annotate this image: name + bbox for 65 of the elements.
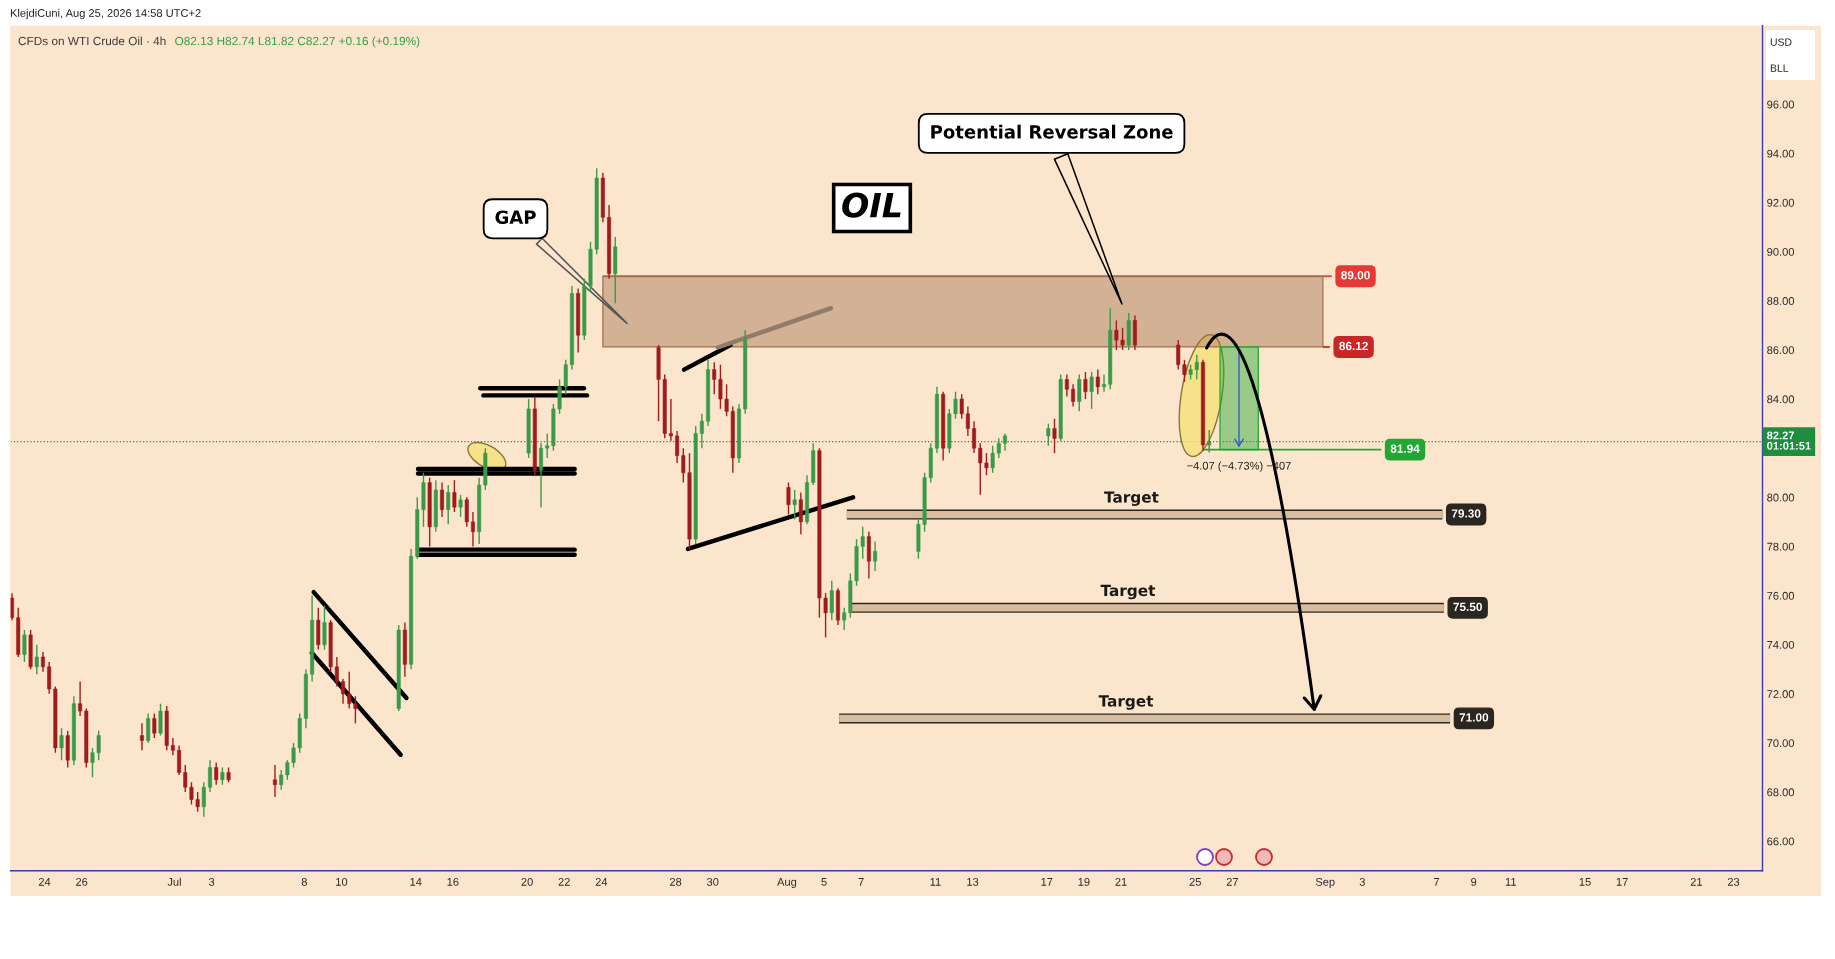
x-tick-label: Jul bbox=[167, 877, 181, 886]
x-tick-label: 10 bbox=[336, 877, 348, 886]
y-tick-label: 86.00 bbox=[1767, 346, 1795, 355]
x-tick-label: 13 bbox=[967, 877, 979, 886]
y-tick-label: 74.00 bbox=[1767, 640, 1795, 649]
x-tick-label: Aug bbox=[777, 878, 797, 888]
x-tick-label: 17 bbox=[1616, 878, 1628, 886]
y-tick-label: 94.00 bbox=[1767, 149, 1795, 158]
x-tick-label: 7 bbox=[1434, 878, 1440, 886]
x-tick-label: 9 bbox=[1471, 877, 1477, 886]
x-tick-label: 8 bbox=[301, 877, 307, 886]
x-tick-label: 27 bbox=[1226, 877, 1238, 886]
x-tick-label: 15 bbox=[1579, 878, 1591, 886]
annotation: OIL bbox=[842, 192, 901, 218]
text: KlejdiCuni, Aug 25, 2026 14:58 UTC+2 bbox=[10, 8, 201, 20]
data-label: 89.00 bbox=[1341, 271, 1370, 280]
data-label: 75.50 bbox=[1453, 602, 1482, 612]
data-label: 79.30 bbox=[1451, 509, 1481, 518]
y-tick-label: 90.00 bbox=[1767, 247, 1795, 256]
x-tick-label: 11 bbox=[1505, 878, 1517, 886]
y-tick-label: 68.00 bbox=[1767, 788, 1795, 797]
x-tick-label: 21 bbox=[1115, 877, 1127, 886]
text: CFDs on WTI Crude Oil · 4h bbox=[18, 36, 166, 46]
x-tick-label: 14 bbox=[410, 878, 422, 886]
x-tick-label: 3 bbox=[1359, 877, 1365, 886]
x-tick-label: 20 bbox=[521, 877, 533, 886]
x-tick-label: 5 bbox=[821, 878, 827, 886]
y-tick-label: 70.00 bbox=[1767, 739, 1795, 748]
y-tick-label: 84.00 bbox=[1767, 395, 1795, 404]
x-tick-label: 26 bbox=[76, 877, 88, 886]
x-tick-label: 25 bbox=[1189, 877, 1201, 886]
x-tick-label: 11 bbox=[930, 878, 941, 886]
annotation: Target bbox=[1100, 584, 1156, 600]
annotation: Potential Reversal Zone bbox=[931, 124, 1173, 139]
x-tick-label: 24 bbox=[595, 877, 608, 886]
x-tick-label: 17 bbox=[1041, 878, 1053, 886]
x-tick-label: 22 bbox=[558, 877, 570, 886]
x-tick-label: 23 bbox=[1727, 877, 1740, 886]
x-tick-label: 24 bbox=[38, 877, 51, 886]
x-tick-label: Sep bbox=[1315, 877, 1335, 888]
data-label: 86.12 bbox=[1339, 341, 1368, 351]
y-tick-label: 88.00 bbox=[1767, 297, 1795, 305]
x-tick-label: 16 bbox=[447, 877, 459, 886]
annotation: Target bbox=[1098, 695, 1154, 710]
y-tick-label: 92.00 bbox=[1767, 198, 1795, 207]
text: BLL bbox=[1770, 64, 1789, 72]
x-tick-label: 21 bbox=[1690, 877, 1703, 886]
x-tick-label: 30 bbox=[706, 877, 719, 886]
annotation: GAP bbox=[495, 210, 536, 225]
y-tick-label: 96.00 bbox=[1767, 100, 1795, 109]
y-tick-label: 78.00 bbox=[1767, 542, 1795, 551]
y-tick-label: 80.00 bbox=[1767, 493, 1795, 502]
x-tick-label: 7 bbox=[858, 878, 864, 886]
text: USD bbox=[1770, 38, 1792, 46]
x-tick-label: 3 bbox=[208, 877, 215, 886]
ref-line-label: 82.27 01:01:51 bbox=[1767, 431, 1811, 450]
y-tick-label: 72.00 bbox=[1767, 690, 1795, 698]
data-label: 71.00 bbox=[1459, 713, 1489, 722]
y-tick-label: 66.00 bbox=[1767, 837, 1795, 846]
data-label: 81.94 bbox=[1390, 444, 1420, 453]
x-tick-label: 19 bbox=[1078, 877, 1090, 886]
annotation: Target bbox=[1104, 491, 1159, 506]
text: O82.13 H82.74 L81.82 C82.27 +0.16 (+0.19%) bbox=[175, 36, 420, 48]
y-tick-label: 76.00 bbox=[1767, 591, 1795, 600]
x-tick-label: 28 bbox=[669, 877, 682, 886]
